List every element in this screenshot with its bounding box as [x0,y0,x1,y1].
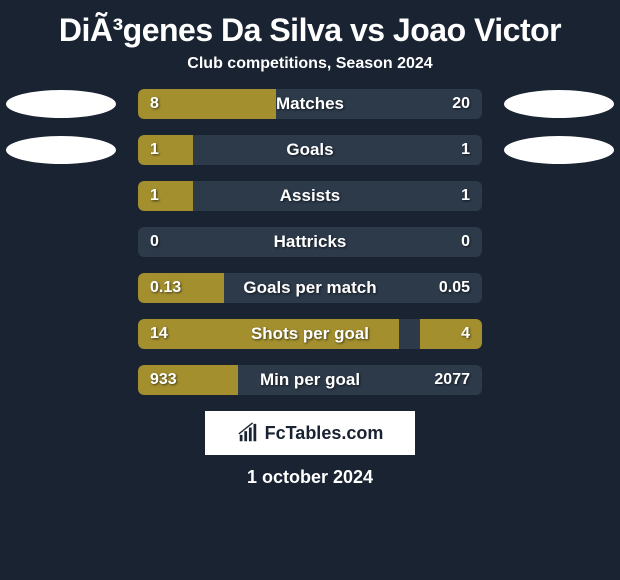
stat-bar: 8 20 Matches [138,89,482,119]
stat-value-right: 0 [461,233,470,251]
stat-bar-right-fill [420,319,482,349]
stat-value-left: 1 [150,141,159,159]
stat-label: Min per goal [260,370,360,390]
brand-text: FcTables.com [265,423,384,444]
stat-label: Goals [286,140,333,160]
stat-row: 8 20 Matches [0,89,620,119]
stat-label: Matches [276,94,344,114]
stat-bar: 0 0 Hattricks [138,227,482,257]
stat-bar: 1 1 Assists [138,181,482,211]
stat-bar-left-fill [138,135,193,165]
comparison-title: DiÃ³genes Da Silva vs Joao Victor [0,0,620,55]
stat-value-right: 1 [461,187,470,205]
stat-value-left: 8 [150,95,159,113]
player-left-marker [6,90,116,118]
stat-value-right: 20 [452,95,470,113]
stat-value-left: 1 [150,187,159,205]
stats-region: 8 20 Matches 1 1 Goals 1 1 Assists 0 0 Hattricks 0.1… [0,89,620,395]
stat-row: 0 0 Hattricks [0,227,620,257]
stat-label: Goals per match [243,278,376,298]
stat-row: 933 2077 Min per goal [0,365,620,395]
brand-box: FcTables.com [205,411,415,455]
stat-bar: 1 1 Goals [138,135,482,165]
date-text: 1 october 2024 [0,467,620,488]
stat-value-left: 0.13 [150,279,181,297]
stat-value-left: 14 [150,325,168,343]
stat-row: 1 1 Goals [0,135,620,165]
stat-label: Shots per goal [251,324,369,344]
stat-value-right: 1 [461,141,470,159]
stat-label: Assists [280,186,340,206]
comparison-subtitle: Club competitions, Season 2024 [0,55,620,89]
stat-value-right: 4 [461,325,470,343]
stat-row: 0.13 0.05 Goals per match [0,273,620,303]
stat-bar: 0.13 0.05 Goals per match [138,273,482,303]
stat-bar: 14 4 Shots per goal [138,319,482,349]
stat-value-right: 2077 [434,371,470,389]
stat-label: Hattricks [274,232,347,252]
stat-bar-left-fill [138,181,193,211]
stat-bar: 933 2077 Min per goal [138,365,482,395]
player-left-marker [6,136,116,164]
stat-value-left: 0 [150,233,159,251]
player-right-marker [504,136,614,164]
stat-row: 14 4 Shots per goal [0,319,620,349]
chart-icon [237,422,259,444]
player-right-marker [504,90,614,118]
stat-row: 1 1 Assists [0,181,620,211]
stat-value-right: 0.05 [439,279,470,297]
stat-value-left: 933 [150,371,177,389]
